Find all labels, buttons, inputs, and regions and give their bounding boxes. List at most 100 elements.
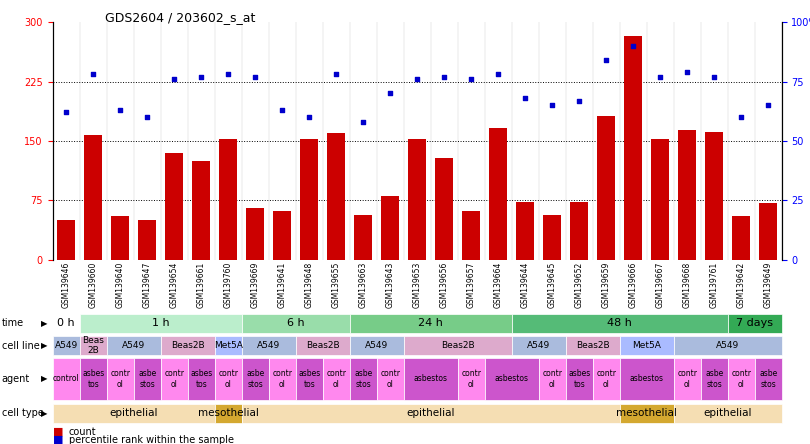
Text: GSM139661: GSM139661 [197,262,206,308]
Point [654,73,667,80]
Text: asbes
tos: asbes tos [298,369,320,388]
Text: ▶: ▶ [40,374,47,384]
Text: GSM139656: GSM139656 [440,262,449,308]
Bar [139,220,156,260]
Point [492,71,505,78]
Text: Beas2B: Beas2B [171,341,204,350]
Text: GSM139660: GSM139660 [88,262,98,308]
Text: Beas2B: Beas2B [576,341,609,350]
Point [141,114,154,121]
Text: GSM139641: GSM139641 [278,262,287,308]
Text: A549: A549 [716,341,740,350]
Text: GSM139652: GSM139652 [574,262,584,308]
Bar [84,135,102,260]
Text: Beas2B: Beas2B [441,341,475,350]
Text: asbes
tos: asbes tos [82,369,104,388]
Point [437,73,450,80]
Text: contr
ol: contr ol [677,369,697,388]
Text: cell line: cell line [2,341,40,351]
Point [384,90,397,97]
Bar [544,214,561,260]
Bar [489,128,507,260]
Text: time: time [2,318,23,329]
Text: GSM139663: GSM139663 [359,262,368,308]
Text: epithelial: epithelial [109,408,158,418]
Text: GSM139669: GSM139669 [250,262,260,308]
Text: contr
ol: contr ol [731,369,751,388]
Bar [651,139,669,260]
Point [599,57,612,64]
Bar [220,139,237,260]
Point [87,71,100,78]
Text: asbe
stos: asbe stos [246,369,264,388]
Text: asbe
stos: asbe stos [759,369,778,388]
Point [546,102,559,109]
Bar [570,202,588,260]
Bar [435,159,453,260]
Text: epithelial: epithelial [703,408,752,418]
Bar [678,130,696,260]
Text: GSM139668: GSM139668 [683,262,692,308]
Text: agent: agent [2,374,30,384]
Text: 7 days: 7 days [736,318,774,329]
Point [627,43,640,50]
Text: GSM139649: GSM139649 [764,262,773,308]
Text: A549: A549 [527,341,550,350]
Bar [625,36,642,260]
Text: contr
ol: contr ol [380,369,400,388]
Text: 6 h: 6 h [287,318,305,329]
Bar [58,220,75,260]
Text: ▶: ▶ [40,408,47,418]
Text: 48 h: 48 h [608,318,632,329]
Text: GSM139654: GSM139654 [169,262,179,308]
Text: contr
ol: contr ol [596,369,616,388]
Text: GSM139659: GSM139659 [602,262,611,308]
Text: A549: A549 [257,341,280,350]
Text: GSM139640: GSM139640 [116,262,125,308]
Point [411,75,424,83]
Text: GSM139645: GSM139645 [548,262,556,308]
Text: ■: ■ [53,427,63,437]
Point [465,75,478,83]
Bar [354,214,372,260]
Point [680,68,693,75]
Point [275,107,288,114]
Bar [463,210,480,260]
Bar [111,216,129,260]
Text: Beas2B: Beas2B [306,341,339,350]
Text: contr
ol: contr ol [110,369,130,388]
Point [303,114,316,121]
Text: GSM139642: GSM139642 [736,262,746,308]
Text: A549: A549 [365,341,388,350]
Text: mesothelial: mesothelial [198,408,258,418]
Text: GDS2604 / 203602_s_at: GDS2604 / 203602_s_at [105,11,256,24]
Text: contr
ol: contr ol [542,369,562,388]
Text: GSM139760: GSM139760 [224,262,232,308]
Text: asbes
tos: asbes tos [568,369,590,388]
Point [518,95,531,102]
Text: contr
ol: contr ol [272,369,292,388]
Text: 0 h: 0 h [58,318,75,329]
Point [168,75,181,83]
Text: contr
ol: contr ol [326,369,346,388]
Text: GSM139643: GSM139643 [386,262,394,308]
Text: GSM139667: GSM139667 [655,262,665,308]
Text: A549: A549 [122,341,145,350]
Text: asbestos: asbestos [414,374,448,384]
Text: epithelial: epithelial [407,408,455,418]
Text: control: control [53,374,79,384]
Point [573,97,586,104]
Text: asbe
stos: asbe stos [354,369,373,388]
Point [761,102,774,109]
Text: GSM139666: GSM139666 [629,262,637,308]
Text: asbe
stos: asbe stos [705,369,723,388]
Bar [165,153,183,260]
Text: Beas
2B: Beas 2B [82,336,104,355]
Text: contr
ol: contr ol [461,369,481,388]
Text: asbestos: asbestos [629,374,663,384]
Text: 24 h: 24 h [418,318,443,329]
Bar [382,196,399,260]
Text: A549: A549 [54,341,78,350]
Text: contr
ol: contr ol [218,369,238,388]
Text: GSM139657: GSM139657 [467,262,475,308]
